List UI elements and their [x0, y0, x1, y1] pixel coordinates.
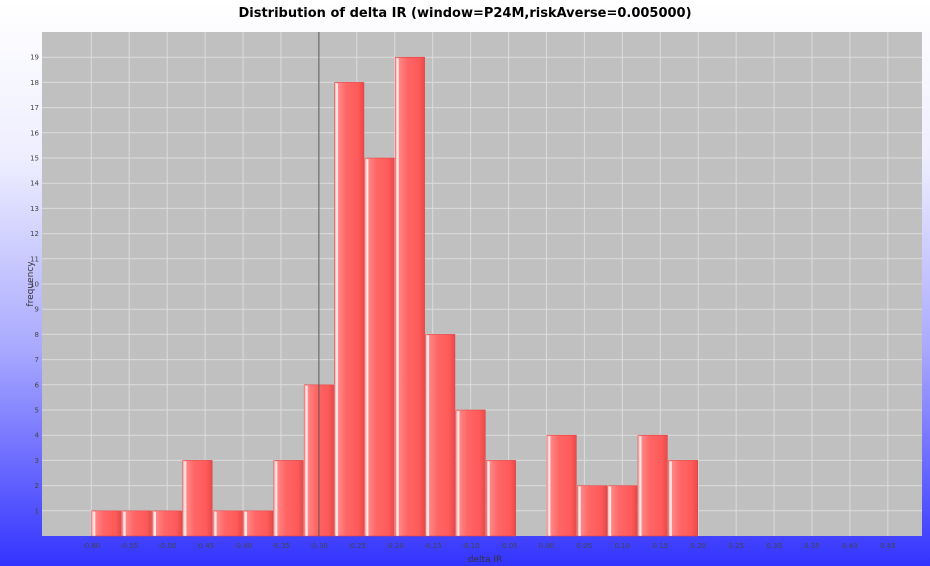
- histogram-bar: [485, 460, 516, 537]
- histogram-bar: [212, 510, 243, 537]
- histogram-bar: [243, 510, 274, 537]
- x-tick-label: -0.60: [82, 542, 100, 550]
- histogram-bar: [668, 460, 699, 537]
- y-tick-label: 1: [35, 507, 39, 515]
- histogram-bar: [152, 510, 183, 537]
- histogram-bar-fill: [212, 510, 243, 537]
- histogram-bar-fill: [455, 409, 486, 537]
- x-tick-label: 0.30: [766, 542, 782, 550]
- x-tick-label: -0.45: [196, 542, 214, 550]
- x-tick-label: 0.45: [880, 542, 896, 550]
- x-tick-label: 0.25: [728, 542, 744, 550]
- x-tick-label: 0.15: [652, 542, 668, 550]
- histogram-bar: [273, 460, 304, 537]
- histogram-bar: [577, 485, 607, 537]
- histogram-bar: [91, 510, 122, 537]
- histogram-bar: [121, 510, 152, 537]
- histogram-bar: [425, 334, 456, 537]
- histogram-bar-fill: [152, 510, 183, 537]
- histogram-bar-fill: [577, 485, 607, 537]
- histogram-bar-fill: [243, 510, 274, 537]
- histogram-bar-fill: [91, 510, 122, 537]
- y-tick-label: 10: [30, 281, 39, 289]
- x-tick-label: 0.35: [804, 542, 820, 550]
- x-tick-label: -0.05: [499, 542, 517, 550]
- y-tick-label: 6: [35, 381, 40, 389]
- x-tick-label: -0.50: [158, 542, 176, 550]
- histogram-bars: [91, 56, 699, 537]
- histogram-bar-fill: [607, 485, 638, 537]
- x-tick-label: -0.20: [386, 542, 404, 550]
- x-tick-label: -0.15: [424, 542, 442, 550]
- y-tick-label: 9: [35, 306, 39, 314]
- x-tick-label: 0.00: [539, 542, 555, 550]
- y-tick-label: 5: [35, 407, 39, 415]
- histogram-bar: [182, 460, 213, 537]
- histogram-bar: [364, 157, 395, 537]
- histogram-bar-fill: [637, 434, 668, 537]
- x-tick-label: 0.20: [690, 542, 706, 550]
- x-axis-label: delta IR: [468, 555, 503, 565]
- histogram-bar: [455, 409, 486, 537]
- histogram-bar-fill: [182, 460, 213, 537]
- histogram-bar: [334, 82, 365, 537]
- y-tick-label: 16: [30, 129, 39, 137]
- y-tick-label: 19: [30, 54, 39, 62]
- x-tick-label: 0.05: [577, 542, 593, 550]
- grid-lines: [42, 32, 922, 536]
- y-tick-label: 11: [30, 255, 39, 263]
- histogram-bar-fill: [668, 460, 699, 537]
- histogram-bar-fill: [485, 460, 516, 537]
- histogram-bar-fill: [364, 157, 395, 537]
- y-tick-label: 18: [30, 79, 39, 87]
- y-tick-label: 4: [35, 432, 40, 440]
- histogram-bar-fill: [394, 56, 425, 537]
- x-axis-ticks: -0.60 -0.55 -0.50 -0.45 -0.40 -0.35 -0.30 -0.25…: [82, 542, 895, 550]
- y-tick-label: 14: [30, 180, 39, 188]
- y-tick-label: 2: [35, 482, 39, 490]
- histogram-bar-fill: [121, 510, 152, 537]
- y-tick-label: 3: [35, 457, 39, 465]
- y-tick-label: 17: [30, 104, 39, 112]
- histogram-bar: [607, 485, 638, 537]
- x-tick-label: -0.10: [462, 542, 480, 550]
- histogram-bar-fill: [425, 334, 456, 537]
- y-tick-label: 15: [30, 155, 39, 163]
- histogram-bar-fill: [334, 82, 365, 537]
- x-tick-label: -0.35: [272, 542, 290, 550]
- y-tick-label: 8: [35, 331, 39, 339]
- histogram-bar-fill: [273, 460, 304, 537]
- x-tick-label: 0.40: [842, 542, 858, 550]
- histogram-bar: [637, 434, 668, 537]
- y-tick-label: 7: [35, 356, 39, 364]
- x-tick-label: -0.30: [310, 542, 328, 550]
- y-tick-label: 13: [30, 205, 39, 213]
- histogram-bar-fill: [546, 434, 577, 537]
- x-tick-label: -0.40: [234, 542, 252, 550]
- histogram-bar: [394, 56, 425, 537]
- y-axis-label: frequency: [26, 261, 36, 307]
- x-tick-label: -0.55: [120, 542, 138, 550]
- y-tick-label: 12: [30, 230, 39, 238]
- x-tick-label: 0.10: [615, 542, 631, 550]
- x-tick-label: -0.25: [348, 542, 366, 550]
- chart-title: Distribution of delta IR (window=P24M,ri…: [238, 6, 691, 21]
- histogram-bar: [546, 434, 577, 537]
